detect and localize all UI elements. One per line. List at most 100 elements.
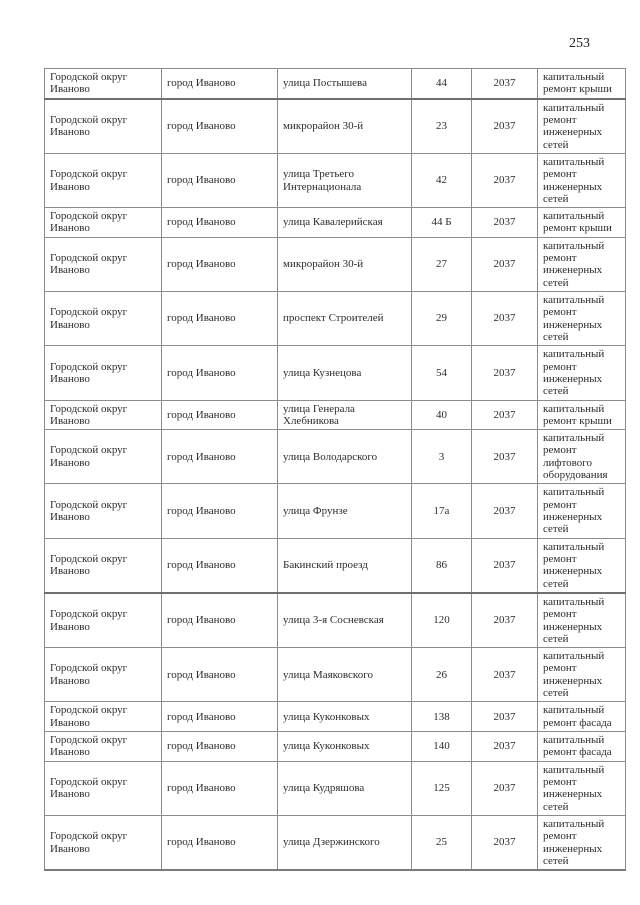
cell-work: капитальный ремонт инженерных сетей xyxy=(537,814,626,872)
cell-municipality: Городской округ Иваново xyxy=(44,152,162,209)
cell-year: 2037 xyxy=(471,483,538,539)
cell-house: 140 xyxy=(411,731,472,762)
cell-work: капитальный ремонт инженерных сетей xyxy=(537,236,626,293)
table-row: Городской округ Иваново город Иваново улиц… xyxy=(44,814,626,872)
cell-street: улица Кавалерийская xyxy=(277,207,412,238)
cell-year: 2037 xyxy=(471,236,538,293)
table-row: Городской округ Иваново город Иваново улиц… xyxy=(44,429,626,485)
cell-house: 23 xyxy=(411,97,472,154)
cell-city: город Иваново xyxy=(161,483,278,539)
cell-house: 27 xyxy=(411,236,472,293)
cell-year: 2037 xyxy=(471,399,538,431)
cell-city: город Иваново xyxy=(161,236,278,293)
cell-work: капитальный ремонт инженерных сетей xyxy=(537,537,626,594)
cell-year: 2037 xyxy=(471,290,538,347)
cell-street: Бакинский проезд xyxy=(277,537,412,594)
cell-house: 29 xyxy=(411,290,472,347)
cell-work: капитальный ремонт фасада xyxy=(537,701,626,732)
cell-house: 26 xyxy=(411,647,472,703)
cell-municipality: Городской округ Иваново xyxy=(44,731,162,762)
table-row: Городской округ Иваново город Иваново улиц… xyxy=(44,399,626,431)
cell-work: капитальный ремонт фасада xyxy=(537,731,626,762)
cell-year: 2037 xyxy=(471,760,538,816)
table-row: Городской округ Иваново город Иваново прос… xyxy=(44,290,626,347)
cell-house: 138 xyxy=(411,701,472,732)
cell-municipality: Городской округ Иваново xyxy=(44,345,162,401)
cell-city: город Иваново xyxy=(161,399,278,431)
table-row: Городской округ Иваново город Иваново улиц… xyxy=(44,760,626,816)
cell-city: город Иваново xyxy=(161,152,278,209)
table-row: Городской округ Иваново город Иваново улиц… xyxy=(44,483,626,539)
cell-house: 120 xyxy=(411,591,472,649)
cell-year: 2037 xyxy=(471,429,538,485)
cell-municipality: Городской округ Иваново xyxy=(44,814,162,872)
cell-city: город Иваново xyxy=(161,814,278,872)
cell-street: улица Кузнецова xyxy=(277,345,412,401)
cell-city: город Иваново xyxy=(161,207,278,238)
cell-work: капитальный ремонт инженерных сетей xyxy=(537,345,626,401)
cell-house: 125 xyxy=(411,760,472,816)
cell-year: 2037 xyxy=(471,647,538,703)
cell-municipality: Городской округ Иваново xyxy=(44,483,162,539)
cell-municipality: Городской округ Иваново xyxy=(44,429,162,485)
cell-municipality: Городской округ Иваново xyxy=(44,647,162,703)
cell-street: улица Володарского xyxy=(277,429,412,485)
cell-municipality: Городской округ Иваново xyxy=(44,760,162,816)
cell-city: город Иваново xyxy=(161,345,278,401)
table-row: Городской округ Иваново город Иваново улиц… xyxy=(44,67,626,100)
cell-year: 2037 xyxy=(471,67,538,100)
cell-year: 2037 xyxy=(471,537,538,594)
table-row: Городской округ Иваново город Иваново улиц… xyxy=(44,207,626,238)
cell-house: 54 xyxy=(411,345,472,401)
cell-city: город Иваново xyxy=(161,67,278,100)
cell-municipality: Городской округ Иваново xyxy=(44,591,162,649)
cell-year: 2037 xyxy=(471,701,538,732)
cell-work: капитальный ремонт крыши xyxy=(537,67,626,100)
cell-house: 17а xyxy=(411,483,472,539)
cell-house: 44 xyxy=(411,67,472,100)
cell-street: микрорайон 30-й xyxy=(277,97,412,154)
cell-work: капитальный ремонт инженерных сетей xyxy=(537,591,626,649)
page-number: 253 xyxy=(569,36,590,51)
cell-city: город Иваново xyxy=(161,290,278,347)
cell-street: улица Генерала Хлебникова xyxy=(277,399,412,431)
cell-year: 2037 xyxy=(471,152,538,209)
cell-work: капитальный ремонт инженерных сетей xyxy=(537,152,626,209)
cell-street: микрорайон 30-й xyxy=(277,236,412,293)
cell-year: 2037 xyxy=(471,207,538,238)
cell-work: капитальный ремонт крыши xyxy=(537,207,626,238)
cell-municipality: Городской округ Иваново xyxy=(44,67,162,100)
table-row: Городской округ Иваново город Иваново улиц… xyxy=(44,647,626,703)
table-row: Городской округ Иваново город Иваново улиц… xyxy=(44,701,626,732)
table-row: Городской округ Иваново город Иваново улиц… xyxy=(44,591,626,649)
cell-work: капитальный ремонт лифтового оборудовани… xyxy=(537,429,626,485)
cell-municipality: Городской округ Иваново xyxy=(44,399,162,431)
cell-street: улица Фрунзе xyxy=(277,483,412,539)
table-row: Городской округ Иваново город Иваново улиц… xyxy=(44,731,626,762)
cell-municipality: Городской округ Иваново xyxy=(44,97,162,154)
cell-year: 2037 xyxy=(471,731,538,762)
cell-city: город Иваново xyxy=(161,760,278,816)
cell-work: капитальный ремонт инженерных сетей xyxy=(537,97,626,154)
cell-house: 86 xyxy=(411,537,472,594)
table-row: Городской округ Иваново город Иваново микр… xyxy=(44,97,626,154)
table-row: Городской округ Иваново город Иваново микр… xyxy=(44,236,626,293)
cell-city: город Иваново xyxy=(161,731,278,762)
cell-work: капитальный ремонт крыши xyxy=(537,399,626,431)
cell-house: 3 xyxy=(411,429,472,485)
cell-street: улица Третьего Интернационала xyxy=(277,152,412,209)
cell-city: город Иваново xyxy=(161,591,278,649)
cell-street: улица Дзержинского xyxy=(277,814,412,872)
cell-city: город Иваново xyxy=(161,537,278,594)
cell-house: 25 xyxy=(411,814,472,872)
cell-city: город Иваново xyxy=(161,429,278,485)
repair-program-table: Городской округ Иваново город Иваново улиц… xyxy=(44,67,626,872)
cell-street: улица Кудряшова xyxy=(277,760,412,816)
cell-work: капитальный ремонт инженерных сетей xyxy=(537,760,626,816)
cell-year: 2037 xyxy=(471,814,538,872)
cell-year: 2037 xyxy=(471,97,538,154)
cell-house: 40 xyxy=(411,399,472,431)
cell-year: 2037 xyxy=(471,591,538,649)
cell-street: улица Постышева xyxy=(277,67,412,100)
table-row: Городской округ Иваново город Иваново Баки… xyxy=(44,537,626,594)
